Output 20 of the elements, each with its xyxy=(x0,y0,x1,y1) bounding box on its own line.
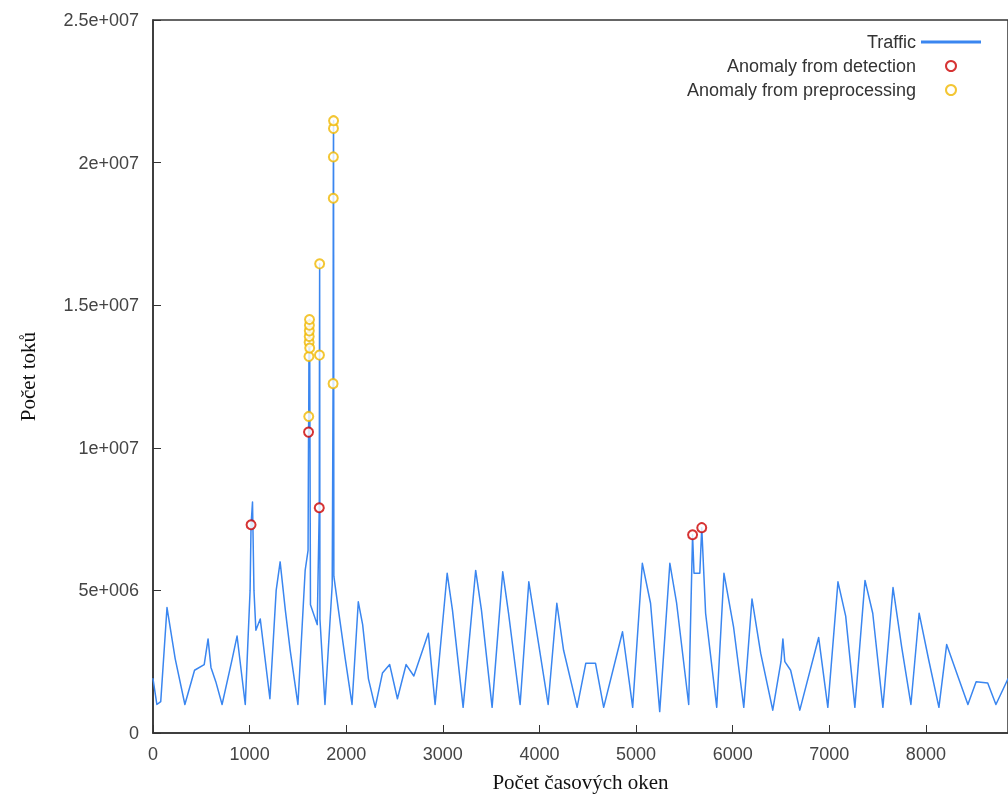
x-tick-label: 5000 xyxy=(616,744,657,764)
legend-label: Anomaly from preprocessing xyxy=(686,80,916,100)
x-tick-label: 6000 xyxy=(712,744,753,764)
y-tick-label: 1e+007 xyxy=(78,437,139,458)
legend-label: Traffic xyxy=(866,32,916,52)
x-tick-label: 4000 xyxy=(519,744,560,764)
x-axis-title: Počet časových oken xyxy=(492,769,670,794)
x-tick-label: 7000 xyxy=(809,744,850,764)
y-tick-label: 5e+006 xyxy=(78,580,139,601)
x-tick-label: 2000 xyxy=(326,744,367,764)
x-tick-label: 8000 xyxy=(905,744,946,764)
y-tick-label: 0 xyxy=(128,723,139,743)
x-tick-label: 3000 xyxy=(422,744,463,764)
x-tick-label: 0 xyxy=(147,744,159,764)
y-tick-label: 1.5e+007 xyxy=(63,295,139,316)
y-tick-label: 2e+007 xyxy=(78,152,139,173)
legend-label: Anomaly from detection xyxy=(726,56,916,76)
y-tick-label: 2.5e+007 xyxy=(63,10,139,30)
y-axis-title: Počet toků xyxy=(15,331,40,422)
x-tick-label: 1000 xyxy=(229,744,270,764)
